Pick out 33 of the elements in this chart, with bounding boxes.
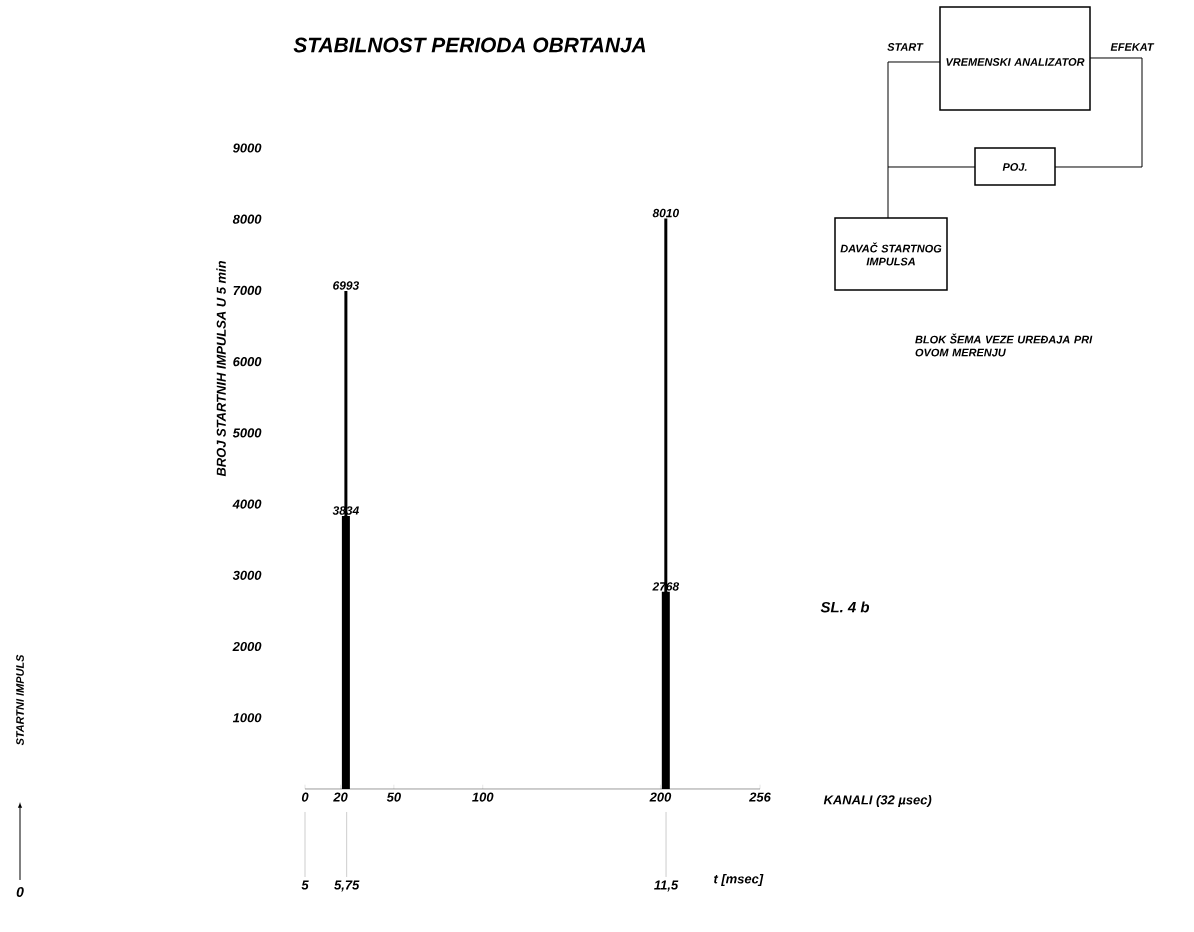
text: 0 — [16, 887, 24, 897]
y-tick-label: 7000 — [233, 285, 262, 296]
x-axis-title: KANALI (32 µsec) — [823, 794, 932, 808]
text: START — [887, 43, 924, 51]
y-axis-title: BROJ STARTNIH IMPULSA U 5 min — [216, 260, 226, 477]
text: STARTNI IMPULS — [16, 654, 24, 746]
text: VREMENSKI ANALIZATOR — [946, 58, 1085, 66]
text: POJ. — [1002, 163, 1027, 171]
x2-axis-title: t [msec] — [714, 873, 764, 887]
x-tick-label: 20 — [333, 792, 348, 802]
y-tick-label: 9000 — [232, 143, 262, 153]
text: EFEKAT — [1110, 43, 1155, 51]
y-tick-label: 1000 — [232, 713, 262, 723]
text: DAVAČ STARTNOG IMPULSA — [840, 242, 942, 266]
x-tick-label: 0 — [301, 792, 309, 802]
y-tick-label: 5000 — [232, 428, 262, 438]
y-tick-label: 2000 — [232, 641, 262, 652]
x-tick-label: 256 — [749, 792, 771, 802]
text: SL. 4 b — [820, 601, 870, 613]
x-tick-label: 50 — [386, 792, 401, 802]
data-label: 8010 — [652, 208, 679, 218]
x2-tick-label: 5 — [301, 880, 309, 890]
data-label: 6993 — [333, 281, 360, 290]
x-tick-label: 100 — [472, 792, 494, 802]
chart-title: STABILNOST PERIODA OBRTANJA — [293, 37, 646, 53]
text: BLOK ŠEMA VEZE UREĐAJA PRI OVOM MERENJU — [915, 333, 1093, 357]
x2-tick-label: 5,75 — [334, 880, 360, 892]
x2-tick-label: 11,5 — [654, 880, 679, 892]
y-tick-label: 4000 — [232, 499, 262, 509]
y-tick-label: 6000 — [233, 357, 262, 367]
y-tick-label: 3000 — [232, 570, 262, 580]
y-tick-label: 8000 — [232, 214, 262, 224]
x-tick-label: 200 — [649, 792, 672, 802]
